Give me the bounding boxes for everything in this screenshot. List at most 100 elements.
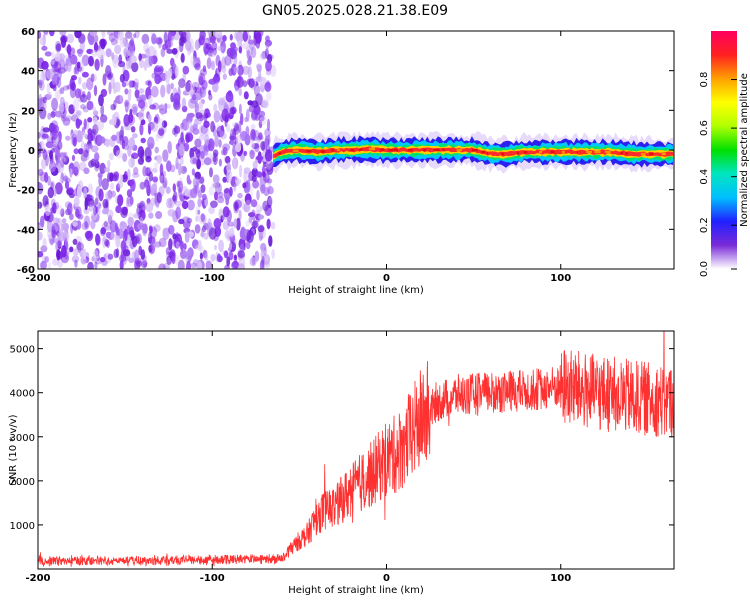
spectrogram-noise-cell [172, 194, 177, 202]
spectrogram-noise-cell [127, 115, 136, 126]
spectrogram-noise-cell [168, 238, 173, 251]
spectrogram-noise-cell [151, 33, 157, 45]
spectrogram-noise-cell [59, 53, 65, 60]
spectrogram-noise-cell [180, 53, 185, 63]
spectrogram-plot-area [38, 31, 674, 269]
spectrogram-noise-cell [131, 172, 140, 178]
spectrogram-noise-cell [73, 161, 80, 174]
spectrogram-noise-cell [61, 218, 67, 224]
spectrogram-noise-cell [141, 260, 147, 269]
spectrogram-noise-cell [214, 182, 222, 195]
colorbar-ticks: 0.0 0.2 0.4 0.6 0.8 [699, 72, 737, 277]
spectrogram-noise-cell [39, 37, 46, 46]
spectrogram-noise-cell [265, 60, 272, 72]
spectrogram-noise-cell [148, 231, 153, 244]
spectrogram-noise-cell [44, 31, 49, 36]
spectrogram-x-label: Height of straight line (km) [288, 285, 424, 296]
spectrogram-noise-cell [199, 86, 207, 98]
spectrogram-noise-cell [153, 116, 159, 124]
spectrogram-noise-cell [159, 163, 164, 176]
spectrogram-noise-cell [84, 197, 88, 211]
spectrogram-noise-cell [108, 33, 116, 43]
snr-plot-area [38, 331, 674, 567]
spectrogram-noise-cell [166, 255, 173, 265]
spectrogram-noise-cell [41, 158, 47, 170]
spectrogram-noise-cell [173, 92, 181, 106]
spectrogram-noise-cell [100, 227, 107, 235]
spectrogram-noise-cell [252, 160, 258, 170]
spectrogram-noise-cell [121, 139, 126, 150]
spectrogram-noise-cell [199, 86, 205, 95]
spectrogram-noise-cell [84, 230, 93, 239]
spectrogram-noise-cell [249, 256, 257, 267]
spectrogram-noise-cell [198, 135, 206, 141]
spectrogram-noise-cell [237, 192, 243, 199]
spectrogram-noise-cell [111, 134, 117, 141]
spectrogram-noise-cell [131, 61, 139, 73]
spectrogram-noise-cell [234, 199, 242, 209]
spectrogram-noise-cell [266, 218, 271, 230]
spectrogram-noise-cell [152, 176, 159, 183]
colorbar-tick-label: 0.8 [699, 72, 710, 88]
spectrogram-noise-cell [178, 177, 183, 188]
spectrogram-noise-cell [212, 182, 221, 188]
spectrogram-noise-cell [140, 119, 146, 126]
spectrogram-noise-cell [165, 247, 171, 256]
colorbar-tick-label: 0.2 [699, 217, 710, 233]
spectrogram-noise-cell [206, 57, 212, 70]
snr-x-tick-label: -200 [25, 573, 50, 584]
spectrogram-noise-cell [194, 224, 201, 234]
spectrogram-y-tick-label: 20 [21, 106, 35, 117]
spectrogram-noise-cell [173, 124, 178, 137]
spectrogram-noise-cell [38, 224, 42, 230]
spectrogram-noise-cell [178, 186, 182, 199]
spectrogram-noise-cell [262, 171, 266, 178]
spectrogram-noise-cell [255, 63, 262, 70]
spectrogram-noise-cell [267, 186, 274, 195]
spectrogram-noise-cell [185, 40, 192, 52]
spectrogram-noise-cell [51, 73, 60, 86]
spectrogram-noise-cell [93, 42, 99, 53]
spectrogram-noise-cell [202, 65, 207, 73]
spectrogram-noise-cell [244, 133, 251, 146]
spectrogram-noise-cell [98, 94, 104, 107]
spectrogram-noise-cell [142, 165, 148, 177]
spectrogram-noise-cell [110, 104, 116, 111]
spectrogram-noise-cell [238, 120, 242, 134]
spectrogram-noise-cell [53, 68, 60, 75]
spectrogram-noise-cell [185, 81, 191, 92]
spectrogram-noise-cell [93, 159, 100, 172]
spectrogram-noise-cell [79, 94, 88, 103]
spectrogram-noise-cell [86, 77, 94, 91]
spectrogram-noise-cell [232, 157, 239, 170]
spectrogram-noise-cell [74, 208, 80, 218]
spectrogram-noise-cell [183, 142, 190, 152]
spectrogram-noise-cell [258, 120, 263, 129]
spectrogram-noise-cell [44, 204, 51, 217]
spectrogram-noise-cell [109, 182, 115, 190]
spectrogram-noise-cell [250, 199, 258, 208]
spectrogram-noise-cell [52, 84, 57, 92]
spectrogram-noise-cell [42, 237, 47, 250]
spectrogram-noise-cell [156, 192, 162, 204]
spectrogram-noise-cell [129, 178, 136, 192]
spectrogram-noise-cell [268, 235, 273, 247]
spectrogram-noise-cell [52, 202, 57, 214]
spectrogram-noise-cell [62, 230, 70, 243]
spectrogram-noise-cell [44, 51, 52, 57]
spectrogram-noise-cell [231, 63, 237, 76]
spectrogram-noise-cell [216, 124, 222, 132]
spectrogram-noise-cell [69, 213, 74, 221]
spectrogram-noise-cell [93, 249, 99, 261]
spectrogram-noise-cell [192, 93, 197, 101]
spectrogram-noise-cell [233, 53, 238, 66]
spectrogram-noise-cell [265, 91, 272, 102]
spectrogram-noise-cell [145, 202, 154, 213]
spectrogram-noise-cell [83, 206, 90, 215]
spectrogram-noise-cell [186, 260, 191, 269]
spectrogram-noise-cell [57, 231, 65, 242]
spectrogram-noise-cell [107, 159, 111, 169]
spectrogram-noise-cell [95, 195, 100, 208]
spectrogram-noise-cell [94, 58, 100, 71]
spectrogram-noise-cell [56, 239, 63, 248]
